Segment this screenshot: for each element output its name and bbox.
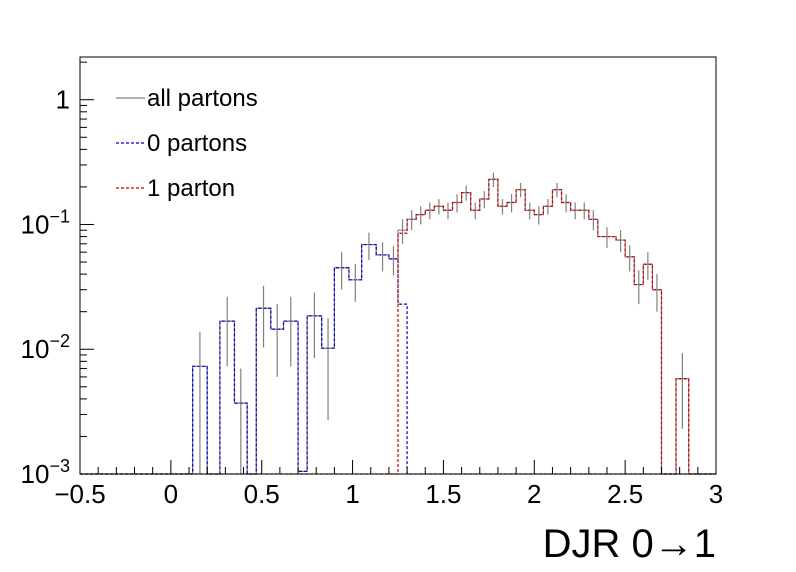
y-axis-ticks	[80, 61, 94, 475]
x-tick-label: 0	[164, 479, 178, 509]
series-0-partons	[80, 243, 716, 475]
y-tick-label: 10−2	[21, 331, 70, 364]
histogram-line	[80, 178, 716, 475]
legend-label: all partons	[147, 85, 258, 112]
x-tick-label: 1	[345, 479, 359, 509]
plot-frame	[79, 56, 717, 475]
legend-label: 1 parton	[147, 175, 235, 202]
legend-item: all partons	[116, 85, 258, 112]
series-layer	[80, 178, 716, 475]
y-tick-label: 10−3	[21, 456, 70, 489]
legend-item: 1 parton	[116, 175, 235, 202]
x-tick-label: 1.5	[425, 479, 461, 509]
series-1-parton	[80, 178, 716, 475]
error-bars-layer	[199, 172, 683, 474]
x-tick-label: 3	[709, 479, 723, 509]
legend-label: 0 partons	[147, 130, 247, 157]
x-tick-label: 2	[527, 479, 541, 509]
x-tick-label: 2.5	[607, 479, 643, 509]
y-axis-tick-labels: 1 10−1 10−2 10−3	[21, 85, 70, 489]
x-axis-title: DJR 0→1	[543, 522, 716, 566]
x-axis-tick-labels: −0.5 0 0.5 1 1.5 2 2.5 3	[54, 479, 723, 509]
x-tick-label: −0.5	[54, 479, 105, 509]
x-tick-label: 0.5	[244, 479, 280, 509]
y-tick-label: 1	[56, 85, 70, 115]
legend: all partons 0 partons 1 parton	[116, 85, 258, 202]
y-tick-label: 10−1	[21, 206, 70, 239]
histogram-line	[80, 243, 716, 475]
legend-item: 0 partons	[116, 130, 247, 157]
x-axis-ticks	[79, 460, 717, 474]
